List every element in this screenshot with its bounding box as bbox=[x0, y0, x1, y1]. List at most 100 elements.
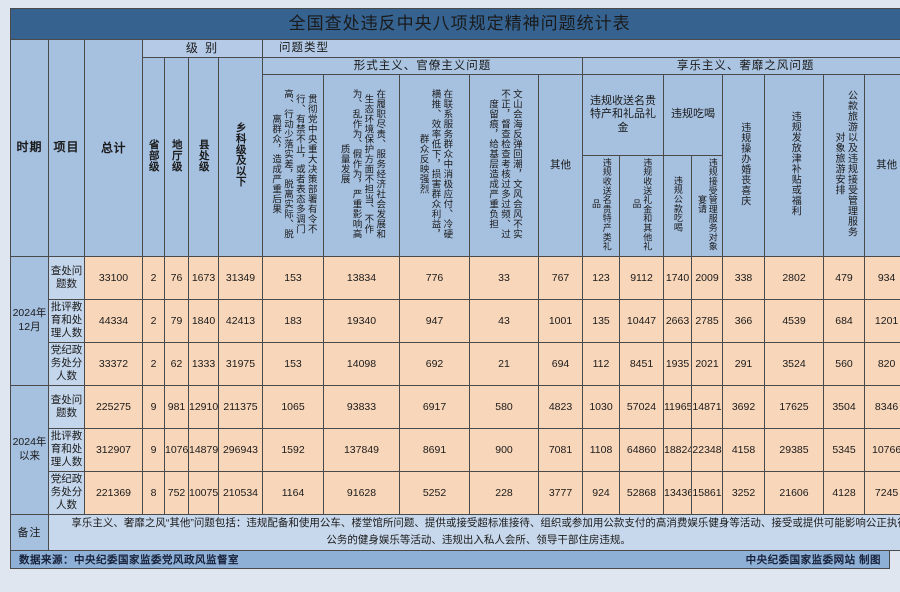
remark-text: 享乐主义、奢靡之风“其他”问题包括：违规配备和使用公车、楼堂馆所问题、提供或接受… bbox=[47, 513, 900, 551]
cell-formalism-4: 33 bbox=[469, 255, 539, 300]
cell-formalism-4: 900 bbox=[469, 427, 539, 472]
header-total: 总计 bbox=[84, 39, 143, 257]
cell-dining-1: 13436 bbox=[663, 470, 692, 515]
cell-level-diting: 1076 bbox=[164, 427, 189, 472]
cell-level-xianchu: 1840 bbox=[188, 298, 219, 343]
cell-hedonism-other: 10766 bbox=[863, 427, 900, 472]
cell-wedding: 4158 bbox=[722, 427, 765, 472]
cell-level-xiangke: 296943 bbox=[218, 427, 263, 472]
cell-level-shengbu: 8 bbox=[142, 470, 165, 515]
header-row-groups: 时期 项目 总计 级 别 问题类型 bbox=[10, 39, 900, 257]
cell-gift-2: 64860 bbox=[619, 427, 664, 472]
cell-dining-1: 2663 bbox=[663, 298, 692, 343]
cell-gift-1: 924 bbox=[582, 470, 620, 515]
cell-hedonism-other: 8346 bbox=[863, 384, 900, 429]
table-row: 批评教育和处理人数 312907 9 1076 14879 296943 159… bbox=[11, 427, 900, 472]
cell-formalism-3: 776 bbox=[399, 255, 470, 300]
cell-formalism-4: 228 bbox=[469, 470, 539, 515]
cell-level-diting: 62 bbox=[164, 341, 189, 386]
cell-dining-2: 2009 bbox=[691, 255, 723, 300]
cell-gift-2: 52868 bbox=[619, 470, 664, 515]
cell-formalism-1: 153 bbox=[262, 341, 324, 386]
cell-level-diting: 79 bbox=[164, 298, 189, 343]
period-cell: 2024年12月 bbox=[10, 255, 49, 386]
cell-level-diting: 76 bbox=[164, 255, 189, 300]
title-row: 全国查处违反中央八项规定精神问题统计表 bbox=[9, 8, 900, 40]
cell-travel: 4128 bbox=[823, 470, 865, 515]
cell-formalism-3: 947 bbox=[399, 298, 470, 343]
cell-dining-1: 18824 bbox=[663, 427, 692, 472]
cell-formalism-other: 1001 bbox=[538, 298, 583, 343]
header-travel-col: 公款旅游以及违规接受管理服务对象旅游安排 bbox=[823, 74, 865, 257]
item-cell: 党纪政务处分人数 bbox=[48, 341, 85, 386]
cell-formalism-2: 14098 bbox=[323, 341, 400, 386]
cell-subsidy: 4539 bbox=[764, 298, 824, 343]
header-level-xiangke: 乡科级及以下 bbox=[218, 57, 263, 257]
cell-formalism-other: 3777 bbox=[538, 470, 583, 515]
header-problem-type: 问题类型 bbox=[261, 39, 900, 58]
cell-formalism-1: 1164 bbox=[262, 470, 324, 515]
cell-hedonism-other: 7245 bbox=[863, 470, 900, 515]
cell-dining-2: 15861 bbox=[691, 470, 723, 515]
header-level-shengbu: 省部级 bbox=[142, 57, 165, 257]
header-subsidy-col: 违规发放津补贴或福利 bbox=[764, 74, 824, 257]
cell-level-xiangke: 42413 bbox=[218, 298, 263, 343]
header-dining-col-1: 违规公款吃喝 bbox=[663, 155, 692, 257]
cell-dining-1: 1935 bbox=[663, 341, 692, 386]
header-item: 项目 bbox=[48, 39, 85, 257]
cell-formalism-4: 21 bbox=[469, 341, 539, 386]
item-cell: 查处问题数 bbox=[48, 384, 85, 429]
header-formalism-col-2: 在履职尽责、服务经济社会发展和生态环境保护方面不担当、不作为、乱作为、假作为，严… bbox=[323, 74, 400, 257]
cell-travel: 684 bbox=[823, 298, 865, 343]
cell-wedding: 3252 bbox=[722, 470, 765, 515]
table-row: 2024年以来 查处问题数 225275 9 981 12910 211375 … bbox=[10, 384, 900, 515]
cell-formalism-2: 93833 bbox=[323, 384, 400, 429]
header-row-detail-top: 贯彻党中央重大决策部署有令不行、有禁不止，或者表态多调门高、行动少落实差，脱离实… bbox=[11, 74, 900, 257]
cell-gift-1: 112 bbox=[582, 341, 620, 386]
item-cell: 党纪政务处分人数 bbox=[48, 470, 85, 515]
header-level-xianchu: 县处级 bbox=[188, 57, 219, 257]
header-formalism-col-3: 在联系服务群众中消极应付、冷硬横推、效率低下，损害群众利益，群众反映强烈 bbox=[399, 74, 470, 257]
cell-formalism-2: 91628 bbox=[323, 470, 400, 515]
cell-level-xiangke: 211375 bbox=[218, 384, 263, 429]
cell-subsidy: 2802 bbox=[764, 255, 824, 300]
cell-level-xiangke: 31349 bbox=[218, 255, 263, 300]
cell-total: 33100 bbox=[84, 255, 143, 300]
cell-formalism-2: 137849 bbox=[323, 427, 400, 472]
cell-travel: 560 bbox=[823, 341, 865, 386]
header-hedonism-other: 其他 bbox=[863, 74, 900, 257]
header-level-group: 级 别 bbox=[142, 39, 263, 58]
cell-level-shengbu: 9 bbox=[142, 384, 165, 429]
item-cell: 批评教育和处理人数 bbox=[48, 298, 85, 343]
header-total-label: 总计 bbox=[100, 140, 126, 155]
cell-formalism-other: 7081 bbox=[538, 427, 583, 472]
cell-formalism-4: 43 bbox=[469, 298, 539, 343]
source-right: 中央纪委国家监委网站 制图 bbox=[745, 553, 881, 566]
header-row-subgroups: 省部级 地厅级 县处级 乡科级及以下 形式主义、官僚主义问题 享乐主义、奢靡之风… bbox=[11, 57, 900, 257]
cell-level-xianchu: 1673 bbox=[188, 255, 219, 300]
cell-gift-2: 9112 bbox=[619, 255, 664, 300]
header-gift-col-2: 违规收送礼金和其他礼品 bbox=[619, 155, 664, 257]
header-row-detail-bottom: 违规收送名贵特产类礼品 违规收送礼金和其他礼品 违规公款吃喝 违规接受管理服务对… bbox=[11, 155, 900, 257]
cell-formalism-1: 183 bbox=[262, 298, 324, 343]
cell-subsidy: 17625 bbox=[764, 384, 824, 429]
cell-formalism-3: 692 bbox=[399, 341, 470, 386]
cell-total: 44334 bbox=[84, 298, 143, 343]
source-left: 数据来源：中央纪委国家监委党风政风监督室 bbox=[19, 553, 239, 566]
header-dining-col-2: 违规接受管理服务对象宴请 bbox=[691, 155, 723, 257]
cell-dining-2: 2785 bbox=[691, 298, 723, 343]
cell-level-shengbu: 2 bbox=[142, 341, 165, 386]
cell-formalism-1: 1592 bbox=[262, 427, 324, 472]
cell-level-diting: 981 bbox=[164, 384, 189, 429]
cell-gift-2: 8451 bbox=[619, 341, 664, 386]
cell-level-shengbu: 2 bbox=[142, 255, 165, 300]
header-formalism-group: 形式主义、官僚主义问题 bbox=[262, 57, 583, 75]
source-bar: 数据来源：中央纪委国家监委党风政风监督室 中央纪委国家监委网站 制图 bbox=[10, 550, 890, 569]
cell-total: 225275 bbox=[84, 384, 143, 429]
cell-formalism-3: 6917 bbox=[399, 384, 470, 429]
cell-wedding: 366 bbox=[722, 298, 765, 343]
cell-subsidy: 3524 bbox=[764, 341, 824, 386]
table-row: 2024年12月 查处问题数 33100 2 76 1673 31349 153… bbox=[10, 255, 900, 386]
header-formalism-col-1: 贯彻党中央重大决策部署有令不行、有禁不止，或者表态多调门高、行动少落实差，脱离实… bbox=[262, 74, 324, 257]
